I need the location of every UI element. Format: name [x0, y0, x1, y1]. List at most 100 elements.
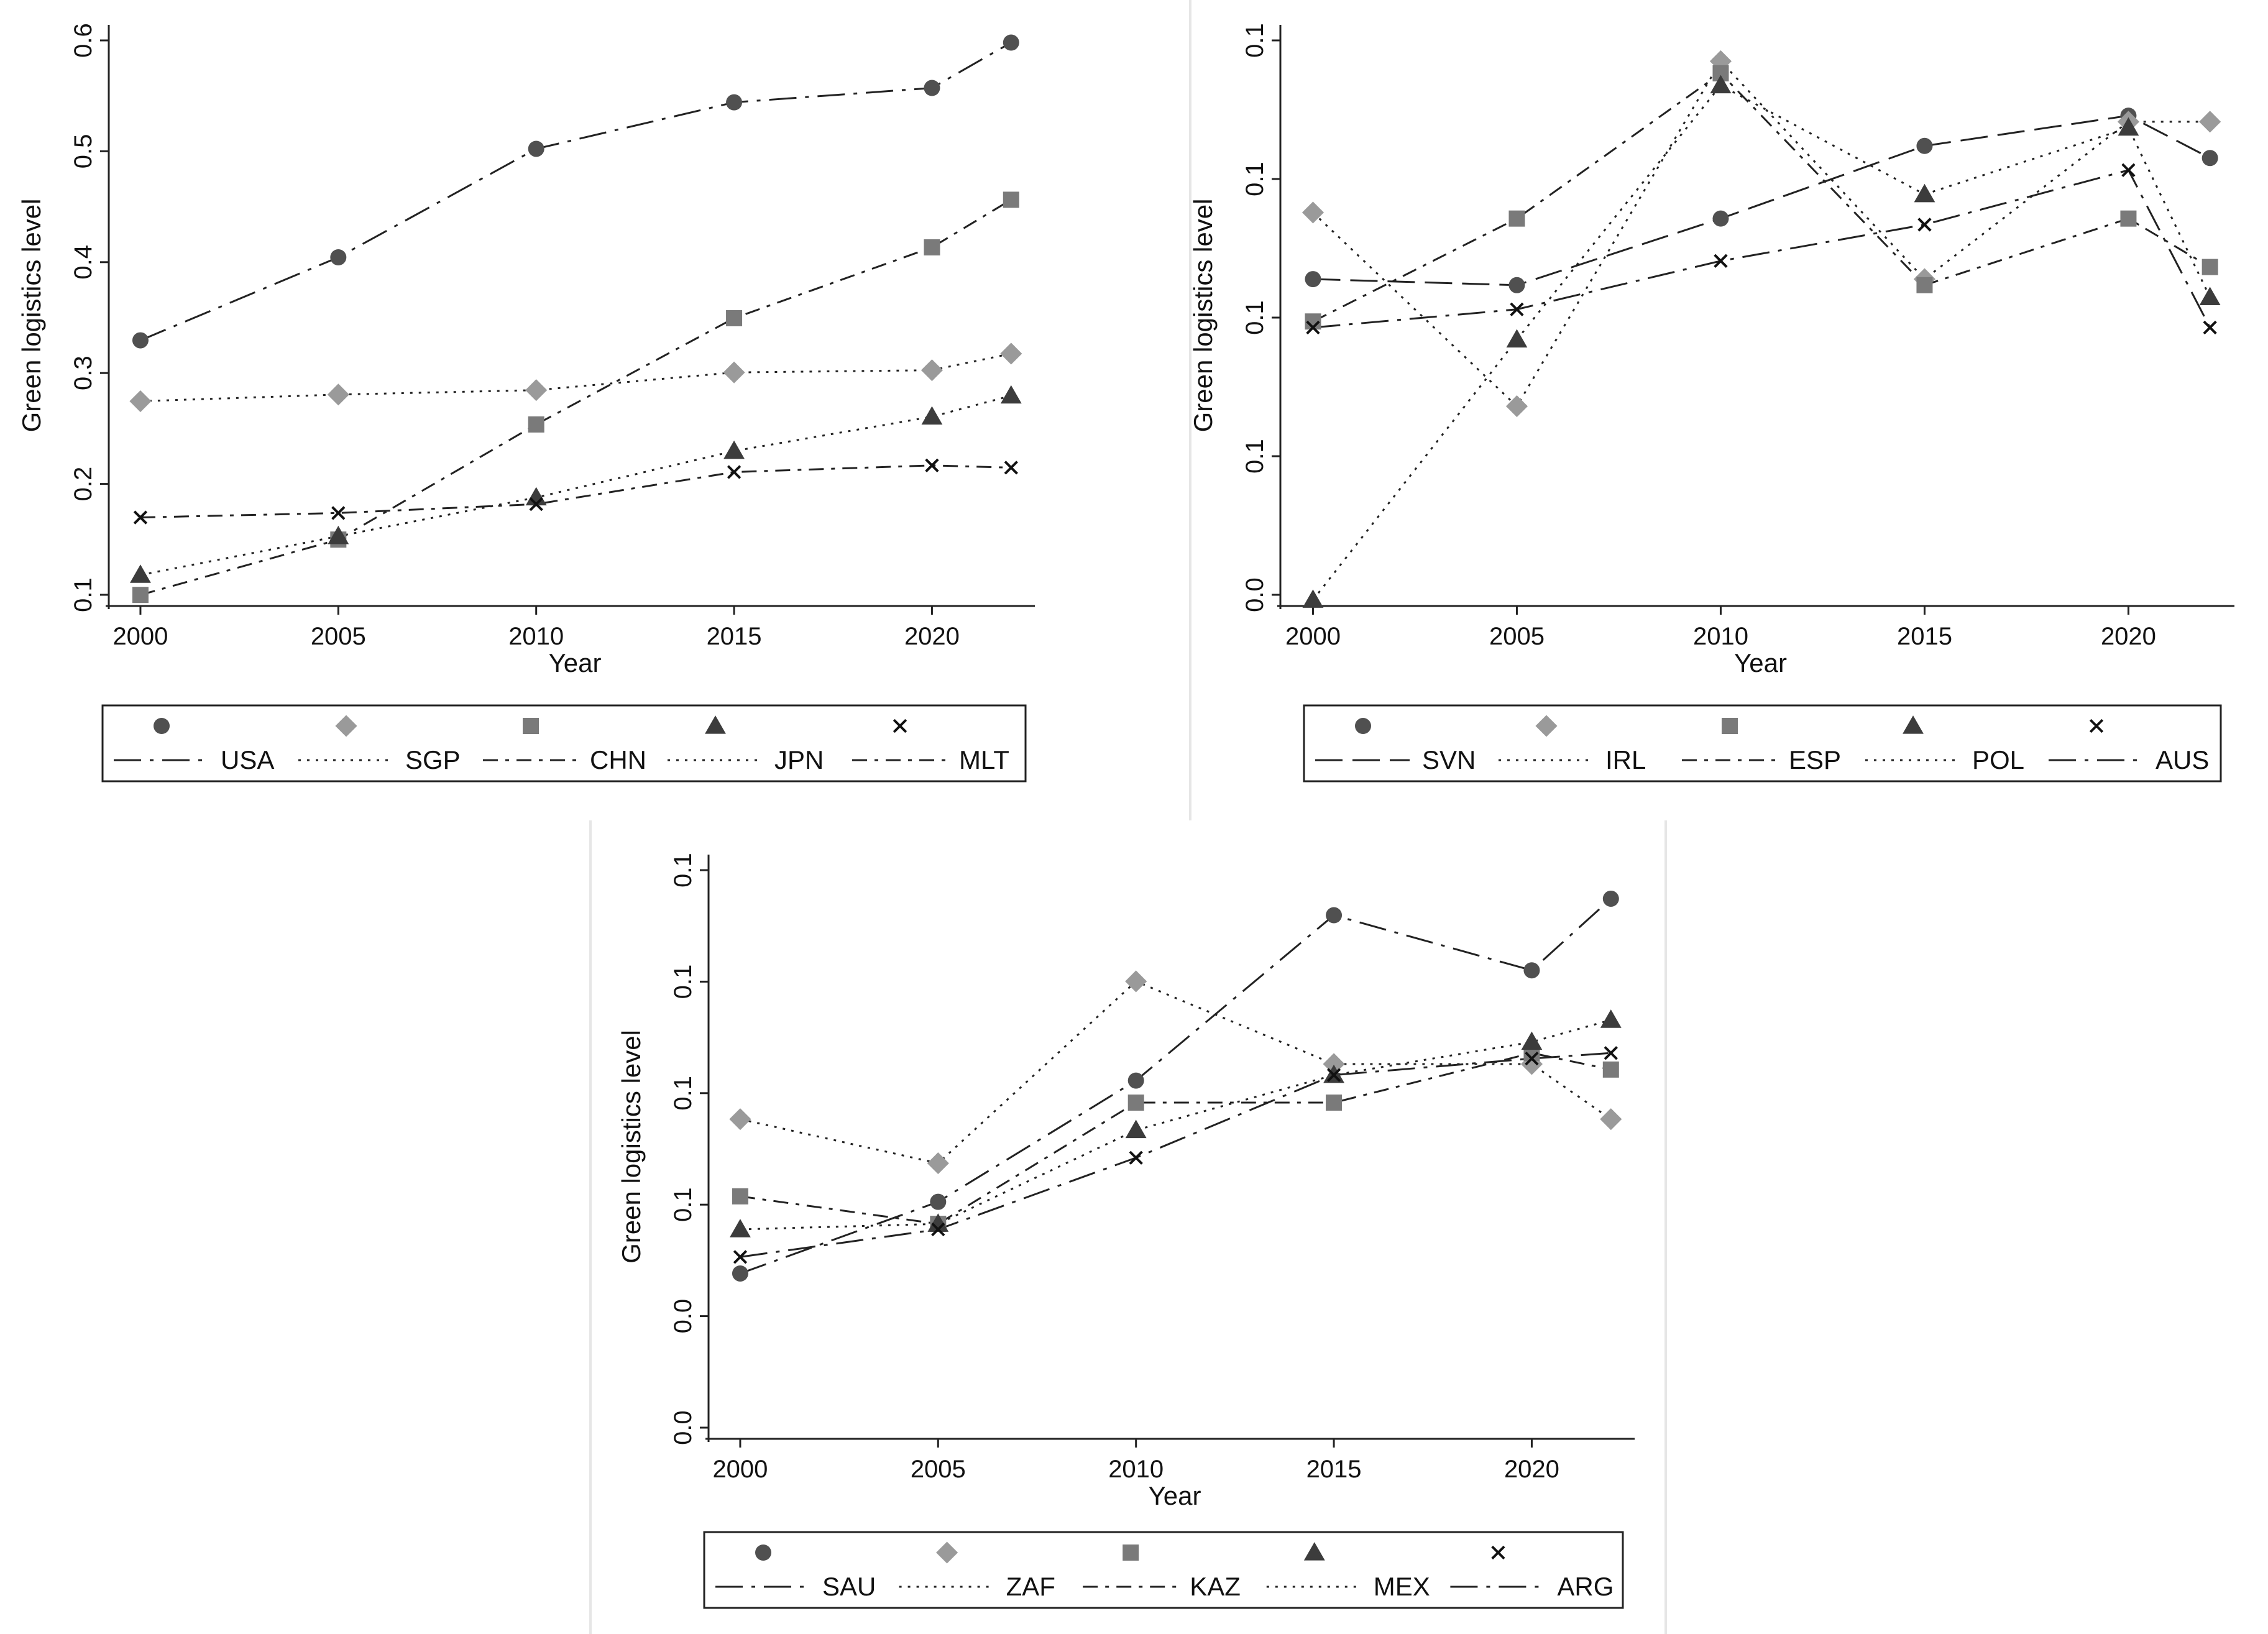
legend-marker-pol: [1903, 715, 1924, 734]
x-tick-label: 2020: [904, 623, 960, 650]
data-point-esp: [2120, 210, 2137, 227]
series-line-sgp: [140, 352, 1012, 403]
chart-panel-2: 2000 2005 2010 2015 2020 0.0 0.1 0.1 0.1 0.1 Year G…: [1188, 23, 2234, 783]
x-tick-label: 2010: [508, 623, 564, 650]
legend-label-zaf: ZAF: [1006, 1572, 1055, 1601]
x-tick-label: 2005: [911, 1456, 966, 1483]
data-point-jpn: [328, 525, 349, 544]
data-point-zaf: [927, 1152, 949, 1175]
data-point-chn: [1003, 191, 1019, 208]
y-tick-label: 0.2: [70, 467, 97, 502]
chart-panel-1: 2000 2005 2010 2015 2020 0.1 0.2 0.3 0.4 0.5 0.6 Ye…: [17, 23, 1035, 783]
data-point-aus: [1510, 302, 1524, 316]
legend-label-svn: SVN: [1422, 745, 1476, 774]
data-point-pol: [1506, 329, 1528, 348]
x-axis-title: Year: [1149, 1481, 1201, 1510]
chart-panel-3: 2000 2005 2010 2015 2020 0.0 0.0 0.1 0.1 0.1 0.1 Ye…: [617, 853, 1635, 1609]
x-tick-label: 2015: [1897, 623, 1952, 650]
data-point-svn: [1508, 277, 1525, 293]
data-point-svn: [2201, 150, 2218, 167]
legend-marker-mlt: [893, 718, 907, 733]
data-point-sgp: [921, 359, 943, 382]
data-point-sau: [930, 1193, 947, 1210]
y-tick-label: 0.5: [70, 134, 97, 169]
legend-label-esp: ESP: [1789, 745, 1841, 774]
series-line-usa: [140, 42, 1012, 341]
legend-label-irl: IRL: [1605, 745, 1646, 774]
legend: SVN IRL ESP POL AUS: [1303, 704, 2222, 783]
legend-label-sau: SAU: [822, 1572, 876, 1601]
data-point-pol: [1914, 183, 1935, 203]
legend-marker-sau: [755, 1544, 771, 1561]
data-point-sgp: [1000, 342, 1022, 365]
data-point-mex: [1521, 1031, 1543, 1050]
series-line-aus: [1313, 168, 2211, 329]
y-tick-label: 0.0: [1241, 577, 1269, 612]
data-point-arg: [1326, 1068, 1341, 1082]
data-point-usa: [330, 249, 347, 265]
x-axis-title: Year: [549, 648, 602, 677]
data-point-kaz: [732, 1188, 748, 1205]
data-point-aus: [1714, 254, 1728, 269]
x-tick-label: 2000: [712, 1456, 768, 1483]
data-point-sau: [1127, 1072, 1144, 1089]
data-point-esp: [2201, 259, 2218, 275]
y-tick-label: 0.6: [70, 23, 97, 58]
legend-label-arg: ARG: [1557, 1572, 1614, 1601]
x-tick-label: 2000: [1285, 623, 1341, 650]
y-tick-label: 0.4: [70, 245, 97, 280]
y-tick-label: 0.1: [1241, 439, 1269, 474]
legend-label-kaz: KAZ: [1190, 1572, 1241, 1601]
data-point-usa: [132, 332, 149, 349]
data-point-esp: [1508, 210, 1525, 227]
series-line-esp: [1312, 71, 2211, 323]
legend-marker-sgp: [335, 715, 357, 737]
data-point-sau: [1326, 907, 1343, 924]
y-axis-title: Green logistics level: [17, 199, 46, 433]
data-point-aus: [2203, 320, 2217, 335]
data-point-usa: [1003, 34, 1019, 51]
data-point-mlt: [925, 458, 939, 472]
data-point-usa: [528, 140, 544, 157]
legend: USA SGP CHN JPN MLT: [101, 704, 1027, 783]
series-line-arg: [740, 1052, 1611, 1258]
data-point-sau: [732, 1265, 748, 1282]
data-point-chn: [132, 587, 149, 604]
data-point-pol: [2118, 117, 2139, 136]
series-line-mlt: [140, 464, 1011, 519]
data-point-mlt: [529, 497, 543, 512]
series-line-mex: [740, 1019, 1612, 1231]
data-point-irl: [1302, 201, 1325, 224]
data-point-arg: [733, 1250, 748, 1264]
data-point-jpn: [130, 564, 151, 583]
data-point-mex: [1125, 1119, 1147, 1139]
data-point-chn: [726, 310, 743, 326]
data-point-sau: [1602, 890, 1619, 907]
data-point-svn: [1712, 210, 1729, 227]
data-point-jpn: [921, 406, 943, 425]
y-tick-label: 0.1: [70, 577, 97, 612]
data-point-sgp: [525, 379, 548, 402]
x-tick-label: 2020: [2101, 623, 2156, 650]
legend-marker-arg: [1491, 1545, 1505, 1560]
data-point-zaf: [1600, 1108, 1622, 1131]
legend-label-mex: MEX: [1374, 1572, 1430, 1601]
legend-label-usa: USA: [221, 745, 274, 774]
data-point-pol: [2199, 287, 2221, 305]
x-tick-label: 2015: [1306, 1456, 1362, 1483]
data-point-jpn: [525, 487, 547, 506]
legend-marker-usa: [154, 718, 170, 734]
legend-marker-jpn: [705, 715, 726, 734]
legend-box: [1303, 704, 2222, 783]
data-point-sgp: [129, 390, 152, 413]
series-line-jpn: [140, 395, 1012, 576]
data-point-arg: [1525, 1051, 1539, 1066]
data-point-arg: [1129, 1150, 1143, 1165]
legend-label-sgp: SGP: [405, 745, 461, 774]
y-axis-title: Green logistics level: [617, 1030, 646, 1264]
data-point-arg: [931, 1222, 945, 1237]
data-point-sgp: [723, 361, 745, 383]
series-line-sau: [740, 897, 1612, 1275]
y-axis-title: Green logistics level: [1188, 199, 1218, 433]
data-point-kaz: [1602, 1061, 1619, 1078]
